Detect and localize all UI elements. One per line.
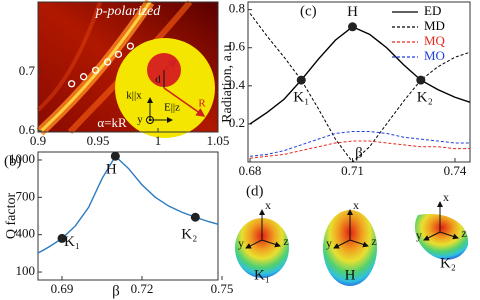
x-tick-label: 0.9 (30, 133, 46, 148)
axis-arrow (333, 239, 351, 249)
y-axis-label: β=R/h (1, 45, 16, 78)
legend-label: MD (424, 18, 445, 33)
inset-label: r (178, 52, 182, 64)
x-tick-label: 1.05 (207, 133, 230, 148)
legend-label: ED (424, 3, 441, 18)
x-tick-label: 0.75 (211, 281, 234, 296)
y-tick-label: 700 (16, 188, 36, 203)
series-line (38, 155, 218, 254)
inset-label: k||x (126, 90, 142, 102)
x-tick-label: 0.68 (239, 163, 262, 178)
panel-label: (a) (4, 3, 21, 19)
key-point (416, 75, 426, 85)
inset-label: E||z (164, 102, 180, 114)
inset-label: d (155, 74, 161, 86)
mode-point (126, 42, 135, 50)
plot-frame (247, 1, 471, 163)
legend-label: MO (424, 48, 445, 63)
series-line (249, 25, 470, 125)
pattern-label: K₁ (254, 267, 270, 283)
y-axis-label: Q factor (4, 193, 19, 240)
point-label: K₁ (293, 90, 309, 106)
mode-point (79, 73, 88, 81)
plot-frame (37, 151, 219, 281)
x-tick-label: 1 (155, 133, 162, 148)
axis-label: y (416, 228, 422, 242)
axis-label: y (238, 236, 244, 250)
point-label: H (347, 4, 358, 20)
axis-arrow (439, 231, 459, 240)
axis-arrow (261, 239, 281, 248)
y-tick-label: 0.2 (229, 115, 245, 130)
series-line (249, 13, 470, 162)
key-point (296, 75, 306, 85)
axis-label: y (326, 236, 332, 250)
axis-arrow (423, 231, 441, 241)
y-tick-label: 0.6 (229, 39, 246, 54)
y-tick-label: 0.6 (19, 122, 36, 137)
y-axis-label: Radiation, a.u. (220, 41, 235, 123)
x-axis-label: β (355, 145, 363, 161)
axis-label: x (265, 198, 271, 212)
inset-label: R (198, 98, 206, 110)
point-label: K₁ (64, 234, 80, 250)
axis-label: z (371, 234, 376, 248)
heatmap-art (36, 0, 219, 138)
y-tick-label: 400 (16, 226, 36, 241)
mode-point (103, 58, 112, 66)
panel-label: (d) (246, 183, 264, 199)
axis-label: x (443, 190, 449, 204)
y-tick-label: 0.4 (229, 77, 246, 92)
x-tick-label: 0.74 (444, 163, 467, 178)
axis-label: z (461, 226, 466, 240)
panel-label: (c) (300, 3, 317, 19)
y-tick-label: 0.8 (229, 1, 245, 16)
point-label: K₂ (181, 227, 197, 243)
x-axis-label: β (112, 283, 120, 299)
legend-label: MQ (424, 33, 446, 48)
key-point (348, 22, 358, 32)
y-tick-label: 1000 (9, 151, 35, 166)
pattern-label: H (345, 267, 356, 283)
axis-label: z (283, 234, 288, 248)
point-label: K₂ (417, 90, 433, 106)
mode-point (91, 66, 100, 74)
axis-label: x (353, 198, 359, 212)
x-axis-label: α=kR (97, 115, 127, 130)
y-tick-label: 0.7 (19, 63, 36, 78)
axis-arrow (245, 239, 263, 249)
x-tick-label: 0.72 (131, 281, 154, 296)
chart-title: p-polarized (95, 4, 162, 19)
panel-label: (b) (4, 153, 22, 169)
key-point (110, 151, 120, 161)
x-tick-label: 0.71 (341, 163, 364, 178)
key-point (57, 233, 67, 243)
axis-arrow (349, 239, 369, 248)
pattern-label: K₂ (440, 255, 456, 271)
mode-point (114, 50, 123, 59)
key-point (190, 212, 200, 222)
x-tick-label: 0.69 (51, 281, 74, 296)
y-tick-label: 100 (16, 263, 36, 278)
mode-point (67, 80, 76, 88)
x-tick-label: 0.95 (87, 133, 110, 148)
far-field-patterns (235, 210, 469, 286)
inset-label: y (137, 114, 143, 126)
point-label: H (106, 162, 117, 178)
series-line (249, 140, 470, 159)
series-line (249, 131, 470, 157)
